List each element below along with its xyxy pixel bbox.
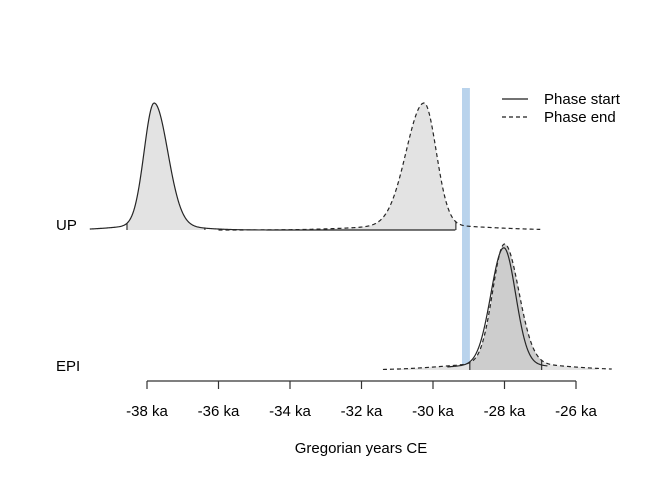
up-phase-end-curve — [218, 102, 541, 231]
up-phase-end-fill — [304, 103, 456, 230]
row-label-epi: EPI — [56, 358, 80, 375]
x-tick-label: -36 ka — [198, 403, 240, 420]
row-label-up: UP — [56, 217, 77, 234]
event-band — [462, 88, 470, 366]
x-axis: -38 ka -36 ka -34 ka -32 ka -30 ka -28 ka -26 … — [126, 380, 597, 420]
legend-label-phase-end: Phase end — [544, 109, 616, 126]
legend: Phase start Phase end — [502, 91, 621, 126]
density-curves — [89, 102, 612, 371]
x-tick-label: -30 ka — [412, 403, 454, 420]
epi-phase-end-fill — [469, 244, 542, 370]
epi-row-densities — [382, 243, 612, 371]
x-tick-label: -38 ka — [126, 403, 168, 420]
epi-phase-end-curve — [382, 243, 612, 371]
event-band-rect — [462, 88, 470, 366]
up-row-densities — [89, 102, 541, 231]
epi-phase-start-curve — [447, 247, 548, 368]
x-tick-label: -34 ka — [269, 403, 311, 420]
legend-label-phase-start: Phase start — [544, 91, 621, 108]
x-tick-label: -26 ka — [555, 403, 597, 420]
up-phase-start-curve — [89, 102, 456, 231]
x-axis-title: Gregorian years CE — [295, 440, 428, 457]
x-tick-label: -28 ka — [484, 403, 526, 420]
x-tick-label: -32 ka — [341, 403, 383, 420]
